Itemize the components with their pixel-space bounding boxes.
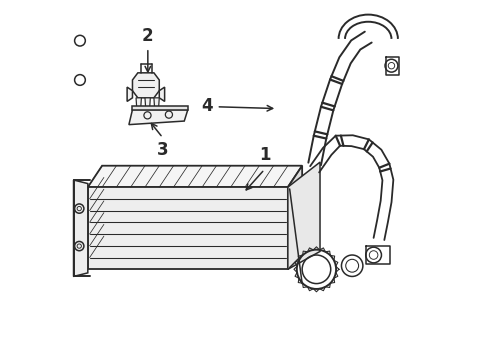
- Text: 4: 4: [201, 97, 213, 115]
- Polygon shape: [288, 162, 320, 269]
- Polygon shape: [129, 110, 188, 125]
- Text: 2: 2: [142, 27, 154, 45]
- Polygon shape: [145, 98, 150, 109]
- Polygon shape: [159, 87, 165, 102]
- Text: 3: 3: [157, 141, 169, 159]
- Polygon shape: [288, 166, 302, 269]
- Polygon shape: [132, 73, 159, 98]
- Polygon shape: [88, 187, 288, 269]
- Polygon shape: [154, 98, 159, 109]
- Polygon shape: [74, 180, 88, 276]
- Polygon shape: [127, 87, 132, 102]
- Polygon shape: [88, 166, 302, 187]
- Polygon shape: [136, 98, 142, 109]
- Polygon shape: [132, 106, 188, 110]
- Text: 1: 1: [259, 146, 270, 164]
